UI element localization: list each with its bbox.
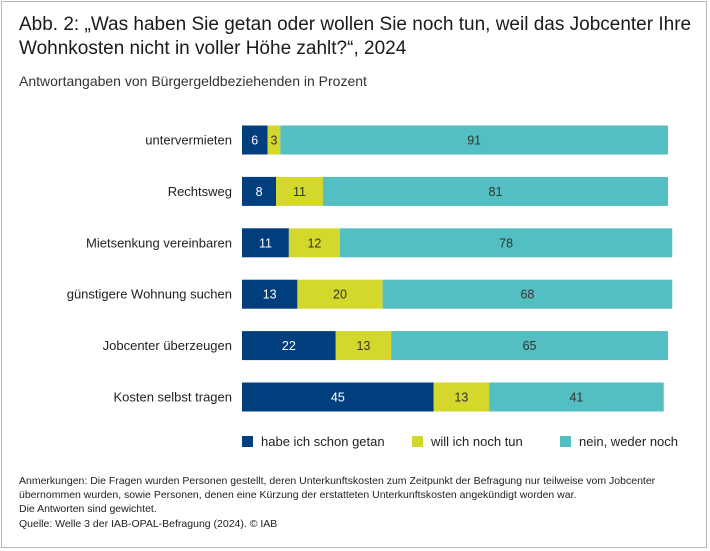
bar-segment: [242, 279, 298, 309]
category-label: Kosten selbst tragen: [113, 390, 232, 405]
bar-segment: [280, 125, 668, 155]
bar-segment: [288, 228, 340, 258]
bar-segment: [242, 125, 268, 155]
data-label: 91: [467, 134, 481, 148]
data-label: 8: [256, 185, 263, 199]
bar-segment: [391, 331, 668, 361]
chart-notes: Anmerkungen: Die Fragen wurden Personen …: [19, 474, 699, 516]
legend-swatch: [242, 436, 253, 447]
legend-label: will ich noch tun: [431, 434, 523, 449]
legend-item: nein, weder noch: [560, 434, 678, 449]
chart-subtitle: Antwortangaben von Bürgergeldbeziehenden…: [19, 73, 367, 89]
bar-segment: [335, 331, 392, 361]
bar-segment: [242, 176, 277, 206]
notes-weighting: Die Antworten sind gewichtet.: [19, 503, 157, 515]
bar-segment: [382, 279, 673, 309]
data-label: 11: [259, 236, 272, 250]
legend-item: habe ich schon getan: [242, 434, 385, 449]
data-label: 6: [251, 134, 258, 148]
data-label: 3: [270, 134, 277, 148]
notes-text: Anmerkungen: Die Fragen wurden Personen …: [19, 475, 656, 501]
bar-segment: [297, 279, 383, 309]
bar-segment: [242, 382, 434, 412]
data-label: 13: [356, 339, 370, 353]
data-label: 65: [523, 339, 537, 353]
data-label: 81: [489, 185, 503, 199]
category-label: Mietsenkung vereinbaren: [86, 235, 232, 250]
legend-swatch: [560, 436, 571, 447]
data-label: 20: [333, 288, 347, 302]
data-label: 11: [293, 185, 306, 199]
legend-item: will ich noch tun: [412, 434, 523, 449]
data-label: 78: [499, 236, 513, 250]
bar-segment: [433, 382, 490, 412]
chart-source: Quelle: Welle 3 der IAB-OPAL-Befragung (…: [19, 518, 278, 530]
category-label: untervermieten: [145, 133, 232, 148]
data-label: 68: [520, 288, 534, 302]
bar-segment: [276, 176, 323, 206]
data-label: 13: [263, 288, 277, 302]
data-label: 12: [307, 236, 321, 250]
legend-label: habe ich schon getan: [261, 434, 385, 449]
legend-swatch: [412, 436, 423, 447]
data-label: 13: [454, 391, 468, 405]
chart-title: Abb. 2: „Was haben Sie getan oder wollen…: [19, 14, 692, 59]
bar-segment: [322, 176, 668, 206]
data-label: 22: [282, 339, 296, 353]
bar-segment: [242, 228, 289, 258]
category-label: Jobcenter überzeugen: [103, 338, 232, 353]
bar-segment: [489, 382, 664, 412]
chart-legend: habe ich schon getan will ich noch tun nei…: [242, 434, 680, 452]
data-label: 41: [569, 391, 583, 405]
category-label: günstigere Wohnung suchen: [67, 287, 232, 302]
category-label: Rechtsweg: [168, 184, 232, 199]
data-label: 45: [331, 391, 345, 405]
bar-segment: [339, 228, 673, 258]
bar-segment: [267, 125, 281, 155]
bar-segment: [242, 331, 336, 361]
legend-label: nein, weder noch: [579, 434, 679, 449]
